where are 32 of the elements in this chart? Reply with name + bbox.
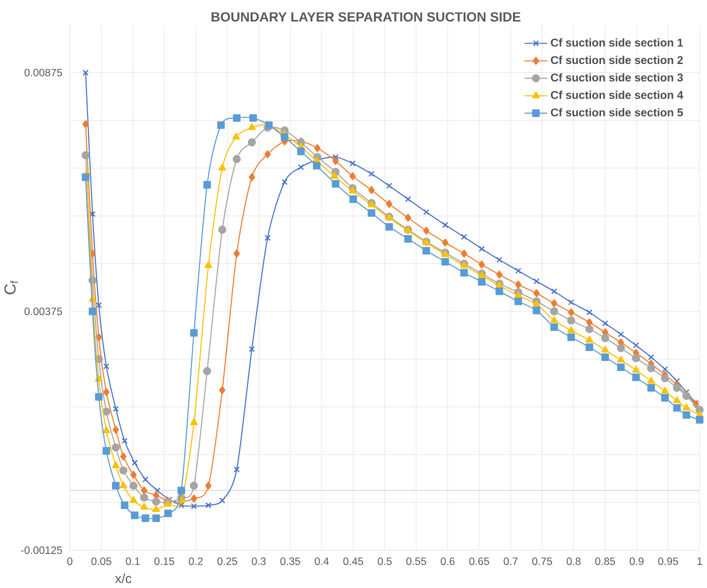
x-tick-label: 0.85	[595, 558, 616, 566]
x-tick-label: 0	[67, 558, 72, 566]
x-axis-title: x/c	[115, 574, 132, 584]
x-tick-label: 0.6	[440, 558, 455, 566]
x-tick-label: 0.9	[630, 558, 644, 566]
x-tick-label: 0.1	[126, 558, 140, 566]
legend-label: Cf suction side section 2	[550, 56, 683, 64]
x-tick-label: 1	[697, 558, 702, 566]
legend-label: Cf suction side section 5	[550, 108, 683, 117]
x-tick-label: 0.45	[343, 558, 364, 566]
x-tick-label: 0.7	[504, 558, 518, 566]
chart-title: BOUNDARY LAYER SEPARATION SUCTION SIDE	[212, 12, 520, 22]
x-tick-label: 0.05	[91, 558, 112, 566]
x-tick-label: 0.55	[406, 558, 426, 566]
x-tick-label: 0.4	[314, 558, 329, 566]
legend-label: Cf suction side section 3	[550, 73, 683, 82]
y-tick-label: 0.00375	[24, 308, 62, 316]
x-tick-label: 0.2	[188, 558, 203, 566]
x-tick-label: 0.8	[566, 558, 581, 566]
x-tick-label: 0.75	[532, 558, 552, 566]
x-tick-label: 0.25	[217, 558, 238, 566]
y-tick-label: 0.00875	[24, 69, 62, 77]
x-tick-label: 0.65	[469, 558, 490, 566]
x-tick-label: 0.95	[658, 558, 678, 566]
x-tick-label: 0.3	[252, 558, 266, 566]
x-tick-label: 0.35	[280, 558, 300, 566]
y-tick-label: -0.00125	[21, 546, 62, 554]
y-axis-title: C$_{f}$	[4, 280, 18, 294]
legend-label: Cf suction side section 4	[550, 90, 684, 100]
x-tick-label: 0.15	[154, 558, 174, 566]
legend-label: Cf suction side section 1	[550, 38, 683, 47]
x-tick-label: 0.5	[378, 558, 392, 566]
